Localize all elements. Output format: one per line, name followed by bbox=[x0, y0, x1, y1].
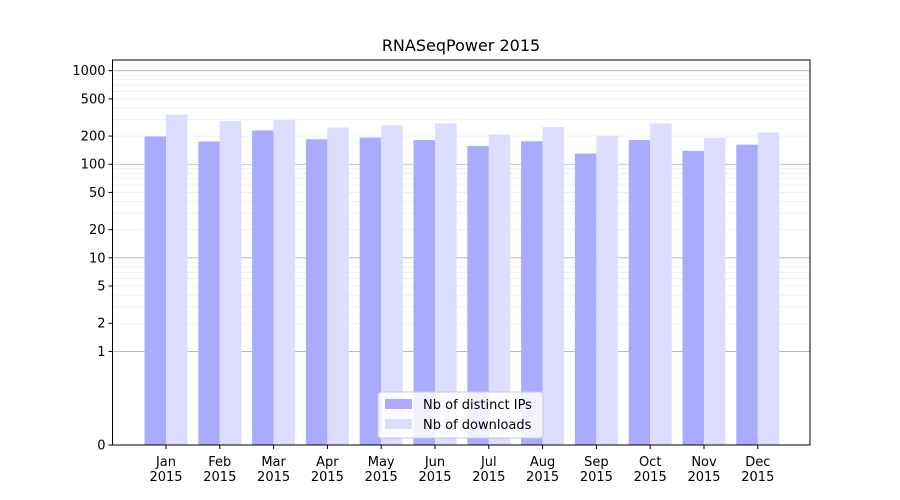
legend-label: Nb of distinct IPs bbox=[423, 398, 532, 413]
plot-area-frame bbox=[112, 59, 811, 446]
y-tick-label: 0 bbox=[97, 439, 105, 454]
y-axis: 0 1 2 5 10 20 50 100 200 500 1000 bbox=[72, 64, 113, 454]
bar-downloads bbox=[327, 127, 349, 445]
x-tick-label: Feb 2015 bbox=[203, 455, 236, 485]
y-tick-label: 2 bbox=[97, 317, 105, 332]
x-tick-label: Jun 2015 bbox=[418, 455, 451, 485]
chart-title: RNASeqPower 2015 bbox=[382, 36, 540, 55]
bars bbox=[144, 114, 780, 446]
bar-downloads bbox=[166, 114, 188, 445]
bar-distinct-ips bbox=[305, 139, 328, 445]
legend-swatch bbox=[385, 419, 412, 429]
bar-distinct-ips bbox=[359, 137, 382, 446]
y-tick-label: 200 bbox=[81, 130, 106, 145]
x-tick-label: Oct 2015 bbox=[634, 455, 667, 485]
bar-downloads bbox=[542, 127, 565, 445]
bar-distinct-ips bbox=[252, 130, 274, 446]
x-tick-label: Dec 2015 bbox=[741, 455, 774, 485]
bar-downloads bbox=[704, 137, 726, 445]
bar-downloads bbox=[596, 135, 618, 446]
bar-distinct-ips bbox=[574, 153, 597, 446]
bar-distinct-ips bbox=[413, 140, 435, 446]
y-tick-label: 50 bbox=[89, 186, 106, 201]
x-tick-label: Aug 2015 bbox=[526, 455, 559, 485]
bar-distinct-ips bbox=[682, 150, 704, 445]
x-tick-label: Sep 2015 bbox=[580, 455, 613, 485]
bar-distinct-ips bbox=[736, 144, 758, 445]
x-tick-label: Apr 2015 bbox=[311, 455, 344, 485]
legend: Nb of distinct IPs Nb of downloads bbox=[377, 391, 544, 439]
bar-distinct-ips bbox=[198, 141, 220, 445]
bar-downloads bbox=[435, 123, 457, 445]
x-tick-label: Mar 2015 bbox=[257, 455, 290, 485]
bar-downloads bbox=[273, 119, 296, 445]
bar-distinct-ips bbox=[467, 145, 489, 445]
bar-distinct-ips bbox=[144, 136, 166, 445]
legend-label: Nb of downloads bbox=[423, 418, 532, 433]
y-tick-label: 5 bbox=[97, 280, 105, 295]
bar-downloads bbox=[488, 134, 511, 445]
legend-swatch bbox=[385, 399, 412, 409]
y-tick-label: 10 bbox=[89, 251, 106, 266]
x-tick-label: May 2015 bbox=[365, 455, 398, 485]
bar-downloads bbox=[381, 125, 403, 445]
y-tick-label: 500 bbox=[81, 92, 106, 107]
bar-downloads bbox=[650, 123, 672, 445]
legend-box bbox=[377, 391, 544, 439]
bar-distinct-ips bbox=[521, 141, 543, 446]
bar-downloads bbox=[757, 132, 780, 446]
bar-downloads bbox=[219, 120, 242, 445]
x-tick-label: Jul 2015 bbox=[472, 455, 505, 485]
x-axis: Jan 2015 Feb 2015 Mar 2015 Apr 2015 May 2015 Jun 20… bbox=[149, 445, 774, 485]
x-tick-label: Jan 2015 bbox=[149, 455, 182, 485]
x-tick-label: Nov 2015 bbox=[687, 455, 720, 485]
y-tick-label: 1000 bbox=[72, 64, 105, 79]
y-tick-label: 1 bbox=[97, 345, 105, 360]
y-tick-label: 100 bbox=[81, 158, 106, 173]
y-tick-label: 20 bbox=[89, 223, 106, 238]
bar-distinct-ips bbox=[628, 140, 651, 446]
